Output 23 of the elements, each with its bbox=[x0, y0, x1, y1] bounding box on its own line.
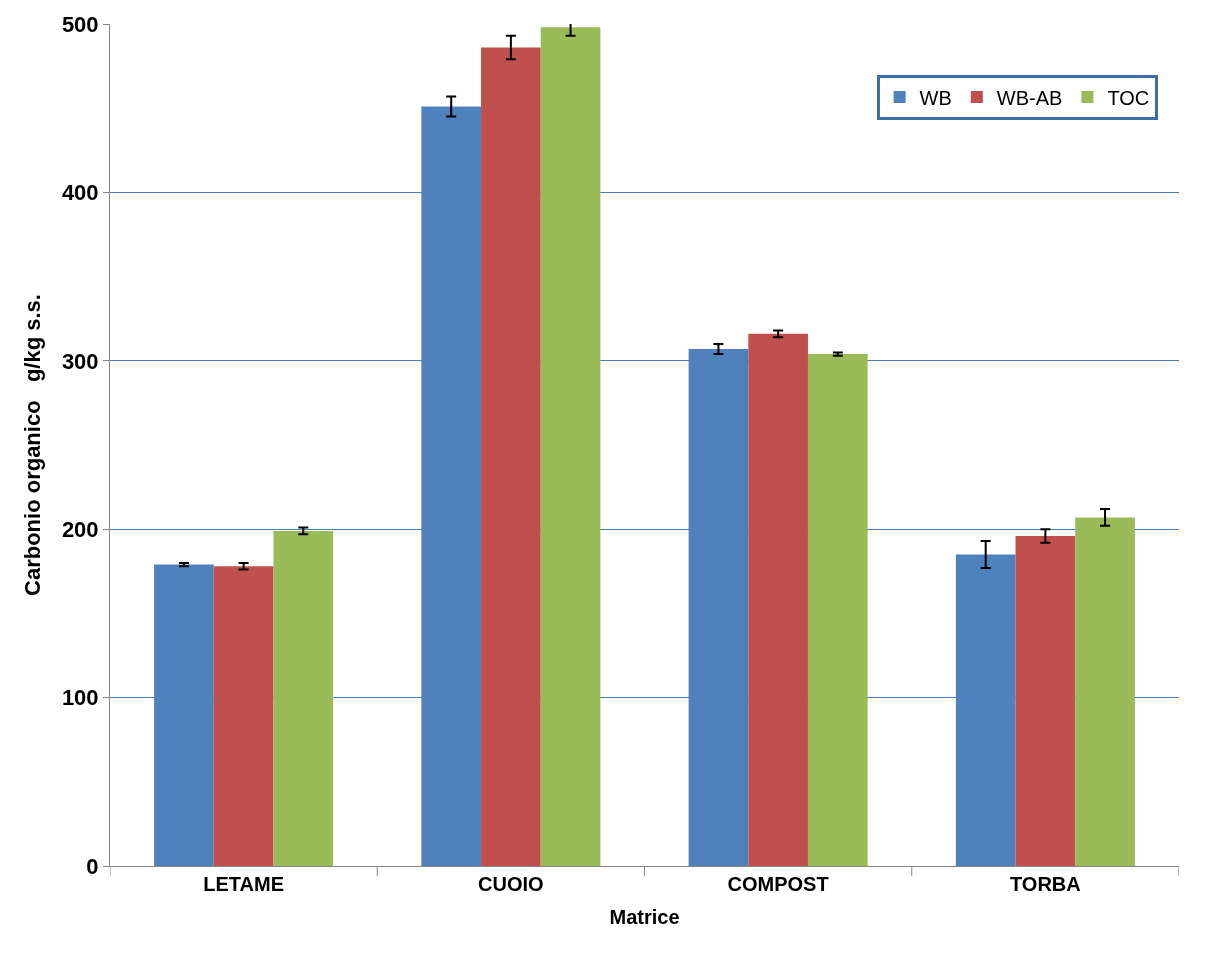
bar bbox=[273, 530, 334, 866]
bar bbox=[1015, 535, 1076, 866]
legend-label: TOC bbox=[1107, 86, 1150, 109]
y-tick-label: 400 bbox=[61, 180, 99, 206]
y-tick-label: 200 bbox=[61, 516, 99, 542]
x-axis-title: Matrice bbox=[609, 905, 680, 928]
y-tick-label: 100 bbox=[61, 685, 99, 711]
x-tick-label: CUOIO bbox=[478, 873, 544, 895]
bar bbox=[481, 47, 541, 866]
bar bbox=[213, 566, 274, 866]
y-tick-label: 500 bbox=[61, 11, 99, 37]
bar bbox=[807, 354, 868, 866]
legend-label: WB bbox=[919, 86, 952, 109]
bar bbox=[540, 27, 601, 866]
bar bbox=[1075, 517, 1135, 866]
x-tick-label: COMPOST bbox=[727, 873, 829, 895]
y-tick-label: 0 bbox=[86, 853, 99, 879]
y-axis-title: Carbonio organico g/kg s.s. bbox=[19, 294, 45, 596]
bar bbox=[748, 333, 808, 866]
x-tick-label: TORBA bbox=[1010, 873, 1081, 895]
legend-label: WB-AB bbox=[996, 86, 1063, 109]
y-tick-label: 300 bbox=[61, 348, 99, 374]
x-tick-label: LETAME bbox=[203, 873, 284, 895]
